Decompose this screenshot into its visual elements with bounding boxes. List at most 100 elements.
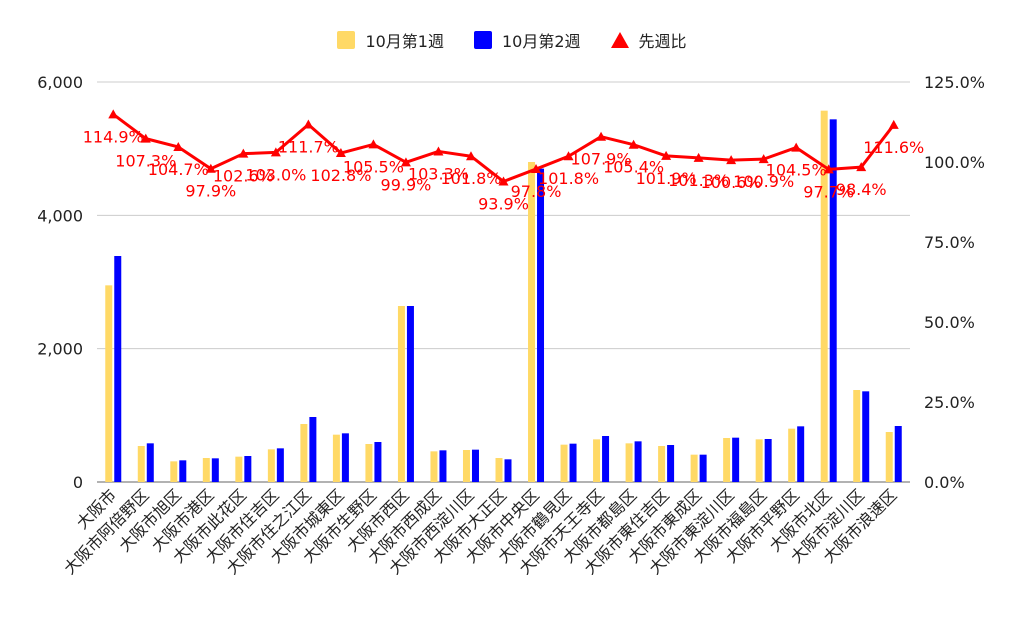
- y-left-tick-label: 2,000: [37, 340, 83, 359]
- line-point-ratio: [758, 154, 769, 164]
- bar-week2: [179, 460, 187, 482]
- bar-week2: [439, 450, 447, 482]
- legend-swatch-week1: [337, 31, 356, 49]
- data-label-ratio: 100.6%: [701, 173, 762, 192]
- bar-week2: [276, 448, 284, 482]
- bar-week1: [430, 451, 438, 482]
- bar-week2: [211, 458, 219, 482]
- bar-week1: [462, 450, 470, 482]
- bar-week2: [634, 441, 642, 482]
- data-label-ratio: 111.7%: [278, 138, 339, 157]
- legend-triangle-icon: [610, 32, 629, 48]
- bar-week2: [862, 391, 870, 482]
- bar-week1: [755, 439, 763, 482]
- data-label-ratio: 102.6%: [213, 167, 274, 186]
- y-left-tick-label: 0: [73, 473, 83, 492]
- bar-week1: [593, 439, 601, 482]
- bar-week1: [332, 434, 340, 482]
- bar-week1: [105, 285, 113, 482]
- line-point-ratio: [791, 142, 802, 152]
- legend-label-ratio: 先週比: [638, 32, 687, 51]
- bar-week2: [764, 439, 772, 482]
- y-left-tick-label: 6,000: [37, 73, 83, 92]
- line-point-ratio: [856, 162, 867, 172]
- data-label-ratio: 101.8%: [440, 169, 501, 188]
- bar-week2: [471, 449, 479, 482]
- bar-week1: [625, 443, 633, 482]
- data-label-ratio: 101.8%: [538, 169, 599, 188]
- line-point-ratio: [140, 133, 151, 143]
- data-label-ratio: 97.8%: [511, 182, 562, 201]
- data-label-ratio: 104.5%: [766, 161, 827, 180]
- bar-week2: [829, 119, 837, 482]
- line-point-ratio: [531, 164, 542, 174]
- line-point-ratio: [368, 139, 379, 149]
- bar-week1: [137, 446, 145, 482]
- line-point-ratio: [596, 131, 607, 141]
- bar-week1: [202, 458, 210, 482]
- data-label-ratio: 97.9%: [185, 182, 236, 201]
- y-right-tick-label: 125.0%: [924, 73, 985, 92]
- bar-week2: [146, 443, 154, 482]
- line-point-ratio: [465, 151, 476, 161]
- data-label-ratio: 97.7%: [803, 182, 854, 201]
- bar-week2: [374, 442, 382, 482]
- legend-item-week1: 10月第1週: [337, 28, 444, 52]
- line-point-ratio: [400, 157, 411, 167]
- line-point-ratio: [238, 148, 249, 158]
- data-label-ratio: 93.9%: [478, 195, 529, 214]
- bar-week2: [569, 443, 577, 482]
- y-right-tick-label: 0.0%: [924, 473, 965, 492]
- bar-week1: [723, 438, 731, 482]
- line-point-ratio: [270, 147, 281, 157]
- y-right-tick-label: 25.0%: [924, 393, 975, 412]
- bar-week1: [267, 449, 275, 482]
- y-right-tick-label: 100.0%: [924, 153, 985, 172]
- line-point-ratio: [498, 176, 509, 186]
- bar-week2: [537, 168, 545, 482]
- data-label-ratio: 104.7%: [148, 160, 209, 179]
- bar-week1: [528, 162, 536, 482]
- data-label-ratio: 99.9%: [381, 175, 432, 194]
- line-point-ratio: [661, 150, 672, 160]
- line-point-ratio: [433, 146, 444, 156]
- bar-week2: [114, 256, 122, 482]
- data-label-ratio: 102.8%: [310, 166, 371, 185]
- bar-week2: [602, 436, 610, 482]
- line-point-ratio: [335, 148, 346, 158]
- bar-week1: [560, 444, 568, 482]
- legend-swatch-week2: [473, 31, 492, 49]
- data-label-ratio: 105.5%: [343, 157, 404, 176]
- data-label-ratio: 101.9%: [636, 169, 697, 188]
- line-point-ratio: [726, 155, 737, 165]
- y-right-tick-label: 75.0%: [924, 233, 975, 252]
- bar-week2: [341, 433, 349, 482]
- bar-week1: [300, 424, 308, 482]
- y-right-tick-label: 50.0%: [924, 313, 975, 332]
- line-point-ratio: [173, 141, 184, 151]
- data-label-ratio: 101.3%: [668, 171, 729, 190]
- line-point-ratio: [563, 151, 574, 161]
- legend-label-week2: 10月第2週: [501, 32, 581, 51]
- bar-week2: [894, 426, 902, 482]
- line-point-ratio: [888, 119, 899, 129]
- legend-item-week2: 10月第2週: [473, 28, 581, 52]
- data-label-ratio: 103.3%: [408, 164, 469, 183]
- bar-week1: [365, 444, 373, 482]
- data-label-ratio: 107.3%: [115, 152, 176, 171]
- bar-week1: [788, 428, 796, 482]
- bar-week1: [495, 458, 503, 482]
- data-label-ratio: 114.9%: [83, 127, 144, 146]
- legend-label-week1: 10月第1週: [365, 32, 444, 51]
- data-label-ratio: 111.6%: [863, 138, 924, 157]
- data-label-ratio: 103.0%: [245, 165, 306, 184]
- bar-week2: [667, 445, 675, 482]
- data-label-ratio: 98.4%: [836, 180, 887, 199]
- line-point-ratio: [823, 164, 834, 174]
- data-label-ratio: 100.9%: [733, 172, 794, 191]
- bar-week1: [658, 446, 666, 482]
- bar-week2: [406, 306, 414, 482]
- line-point-ratio: [108, 109, 119, 119]
